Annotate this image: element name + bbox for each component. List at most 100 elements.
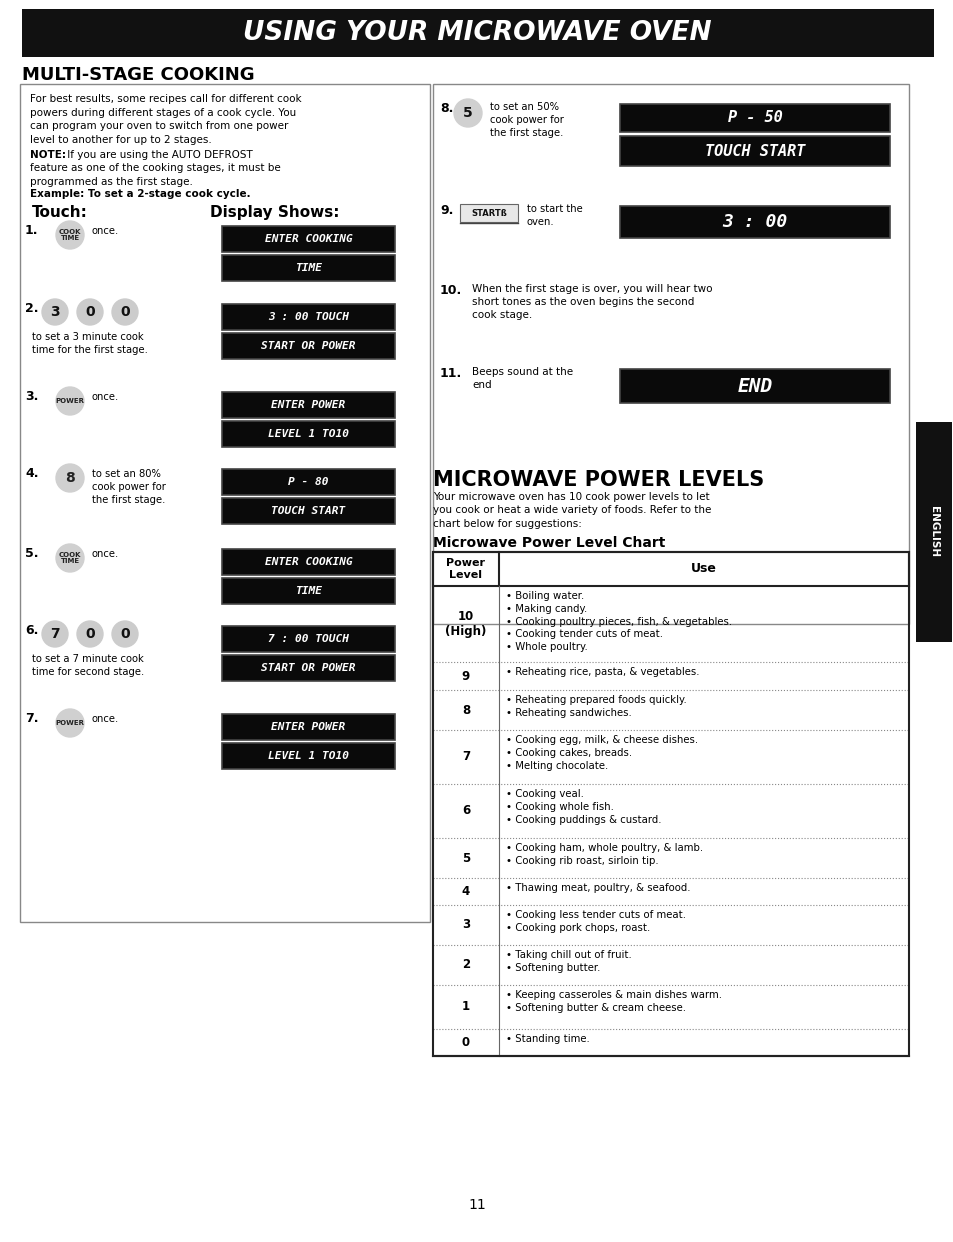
Text: 9.: 9. [439,204,453,217]
Text: Example: To set a 2-stage cook cycle.: Example: To set a 2-stage cook cycle. [30,189,251,199]
Text: 10
(High): 10 (High) [445,610,486,638]
Bar [222,549,395,575]
Text: ENTER POWER: ENTER POWER [271,722,345,732]
Bar [433,84,908,623]
Bar [619,104,889,132]
Text: 3 : 00: 3 : 00 [721,212,787,231]
Text: • Taking chill out of fruit.
• Softening butter.: • Taking chill out of fruit. • Softening… [505,950,631,972]
Text: Use: Use [690,563,717,575]
Text: TIME: TIME [294,263,322,273]
Text: once.: once. [91,549,119,559]
Text: Microwave Power Level Chart: Microwave Power Level Chart [433,537,664,550]
Text: • Reheating prepared foods quickly.
• Reheating sandwiches.: • Reheating prepared foods quickly. • Re… [505,696,686,718]
Text: COOK
TIME: COOK TIME [59,551,81,564]
Text: 0: 0 [85,306,94,319]
Text: Beeps sound at the
end: Beeps sound at the end [472,366,573,390]
Bar [22,9,933,57]
Text: 8: 8 [65,471,74,484]
Text: • Cooking veal.
• Cooking whole fish.
• Cooking puddings & custard.: • Cooking veal. • Cooking whole fish. • … [505,789,660,825]
Text: 9: 9 [461,669,470,683]
Text: TOUCH START: TOUCH START [271,505,345,515]
Circle shape [56,388,84,415]
Text: 10.: 10. [439,284,462,297]
Text: LEVEL 1 TO10: LEVEL 1 TO10 [268,428,349,438]
Bar [222,226,395,252]
Text: to start the
oven.: to start the oven. [526,204,582,227]
Text: • Cooking egg, milk, & cheese dishes.
• Cooking cakes, breads.
• Melting chocola: • Cooking egg, milk, & cheese dishes. • … [505,735,698,770]
Text: STARTß: STARTß [471,209,506,217]
Circle shape [56,221,84,248]
Bar [222,392,395,419]
Text: TIME: TIME [294,586,322,596]
Circle shape [454,99,481,127]
Text: to set a 7 minute cook
time for second stage.: to set a 7 minute cook time for second s… [32,655,144,677]
Text: 3: 3 [51,306,60,319]
Text: 4.: 4. [25,467,38,479]
Text: START OR POWER: START OR POWER [261,342,355,351]
Text: • Keeping casseroles & main dishes warm.
• Softening butter & cream cheese.: • Keeping casseroles & main dishes warm.… [505,990,721,1012]
Bar [222,743,395,769]
Text: 2: 2 [461,959,470,971]
Text: • Cooking ham, whole poultry, & lamb.
• Cooking rib roast, sirloin tip.: • Cooking ham, whole poultry, & lamb. • … [505,843,702,866]
Bar [222,304,395,330]
Text: ENTER COOKING: ENTER COOKING [264,233,352,243]
Text: • Boiling water.
• Making candy.
• Cooking poultry pieces, fish, & vegetables.
•: • Boiling water. • Making candy. • Cooki… [505,591,731,652]
Text: 3: 3 [461,919,470,932]
Text: 8: 8 [461,703,470,717]
Circle shape [42,621,68,647]
Text: 7 : 00 TOUCH: 7 : 00 TOUCH [268,633,349,645]
Text: 6: 6 [461,805,470,817]
Bar [619,206,889,238]
Text: 5: 5 [461,852,470,864]
Text: • Reheating rice, pasta, & vegetables.: • Reheating rice, pasta, & vegetables. [505,667,699,677]
Text: 11.: 11. [439,366,462,380]
Text: MICROWAVE POWER LEVELS: MICROWAVE POWER LEVELS [433,469,763,491]
Text: to set a 3 minute cook
time for the first stage.: to set a 3 minute cook time for the firs… [32,332,148,355]
Text: once.: once. [91,714,119,724]
Text: Touch:: Touch: [32,205,88,220]
Text: P - 50: P - 50 [727,111,781,125]
Text: ENTER POWER: ENTER POWER [271,400,345,410]
Text: 5: 5 [462,106,473,120]
Bar [222,655,395,681]
Circle shape [77,299,103,325]
Circle shape [56,709,84,737]
Bar [222,626,395,652]
Text: once.: once. [91,392,119,402]
Bar [222,333,395,359]
Circle shape [112,299,138,325]
Text: COOK
TIME: COOK TIME [59,229,81,241]
Text: END: END [737,376,772,395]
Text: POWER: POWER [55,720,85,727]
Bar [222,421,395,447]
Text: 0: 0 [461,1036,470,1049]
Text: • Standing time.: • Standing time. [505,1035,589,1045]
Text: once.: once. [91,226,119,236]
Text: 11: 11 [468,1199,485,1212]
Text: to set an 80%
cook power for
the first stage.: to set an 80% cook power for the first s… [91,469,166,504]
Bar [433,551,908,1056]
Text: For best results, some recipes call for different cook
powers during different s: For best results, some recipes call for … [30,94,301,145]
Text: 6.: 6. [25,623,38,637]
Text: Your microwave oven has 10 cook power levels to let
you cook or heat a wide vari: Your microwave oven has 10 cook power le… [433,492,711,529]
Circle shape [112,621,138,647]
Bar [915,422,951,642]
Bar [222,255,395,281]
Text: to set an 50%
cook power for
the first stage.: to set an 50% cook power for the first s… [490,102,563,138]
Text: 8.: 8. [439,102,453,116]
Bar [20,84,430,922]
Text: 7: 7 [461,750,470,764]
Text: 3.: 3. [25,390,38,402]
Text: P - 80: P - 80 [288,477,329,487]
Text: USING YOUR MICROWAVE OVEN: USING YOUR MICROWAVE OVEN [242,20,711,46]
Text: 3 : 00 TOUCH: 3 : 00 TOUCH [268,312,349,322]
Text: If you are using the AUTO DEFROST: If you are using the AUTO DEFROST [64,150,253,160]
Text: 2.: 2. [25,302,38,315]
Bar [222,714,395,740]
Text: When the first stage is over, you will hear two
short tones as the oven begins t: When the first stage is over, you will h… [472,284,712,320]
Bar [433,551,908,586]
Text: 7.: 7. [25,712,38,725]
Text: • Thawing meat, poultry, & seafood.: • Thawing meat, poultry, & seafood. [505,883,690,893]
Bar [222,498,395,524]
Text: ENTER COOKING: ENTER COOKING [264,556,352,568]
